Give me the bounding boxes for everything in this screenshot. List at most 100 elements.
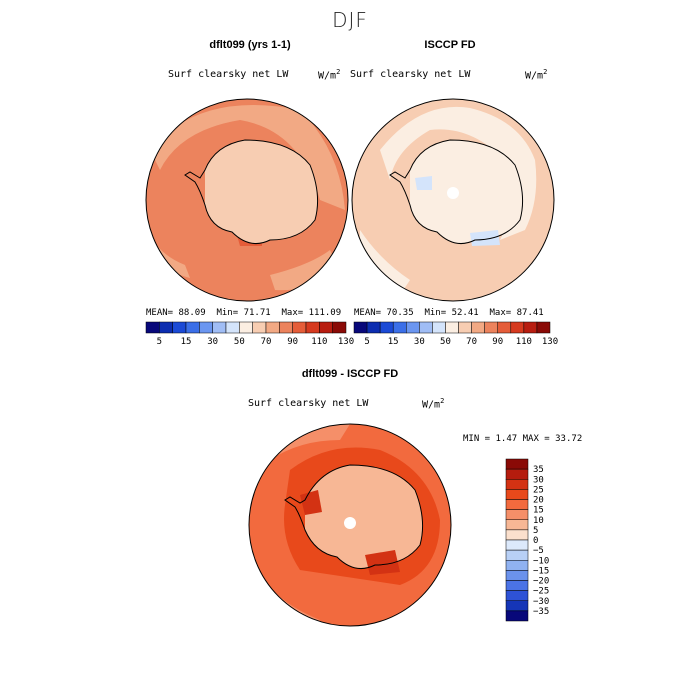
panel1-title: dflt099 (yrs 1-1) — [209, 39, 291, 51]
colorbar1-swatch — [212, 321, 227, 334]
colorbar3-swatch — [505, 590, 529, 601]
colorbar3-tick-label: 10 — [533, 516, 544, 526]
map1-coastline — [184, 139, 319, 245]
colorbar2-swatch — [379, 321, 394, 334]
map3-antarctica-fill — [305, 465, 423, 569]
colorbar1-swatch — [332, 321, 347, 334]
colorbar3-swatch — [505, 600, 529, 612]
panel1-min: 71.71 — [243, 308, 271, 318]
colorbar3-swatch — [505, 499, 529, 510]
colorbar2-swatch — [406, 321, 420, 334]
colorbar2-swatch — [497, 321, 512, 334]
colorbar1-swatch — [172, 321, 187, 334]
map3-coastline — [284, 464, 424, 570]
colorbar2-swatch — [523, 321, 538, 334]
panel3-stats: MIN = 1.47 MAX = 33.72 — [463, 434, 583, 444]
panel2-mean: 70.35 — [386, 308, 414, 318]
colorbar1-swatch — [199, 321, 213, 334]
colorbar2-swatch — [445, 321, 459, 334]
colorbar3-swatch — [505, 610, 529, 622]
map2-patch — [360, 230, 410, 295]
colorbar3-tick-label: 0 — [533, 536, 538, 546]
colorbar2-swatch — [392, 321, 407, 334]
panel1-stats: MEAN= 88.09 Min= 71.71 Max= 111.09 — [146, 308, 342, 318]
colorbar3-tick-label: −25 — [533, 587, 549, 597]
colorbar3-swatch — [505, 539, 529, 551]
colorbar2-tick-label: 50 — [440, 337, 451, 347]
colorbar1-tick-label: 90 — [287, 337, 298, 347]
colorbar2-tick-label: 15 — [388, 337, 399, 347]
colorbar1-tick-label: 130 — [338, 337, 354, 347]
panel1-variable-label: Surf clearsky net LW — [168, 69, 289, 80]
colorbar1-tick-label: 50 — [234, 337, 245, 347]
panel3-variable-label: Surf clearsky net LW — [248, 398, 369, 409]
panel2-stats: MEAN= 70.35 Min= 52.41 Max= 87.41 — [354, 308, 544, 318]
colorbar1-swatch — [265, 321, 280, 334]
panel3-title: dflt099 - ISCCP FD — [301, 368, 399, 380]
map3-border — [248, 423, 452, 627]
map3-hot-patch2 — [365, 550, 400, 575]
colorbar2-swatch — [471, 321, 485, 334]
map2-pole-hole — [447, 187, 459, 199]
colorbar3-tick-label: 30 — [533, 475, 544, 485]
colorbar3-swatch — [505, 479, 529, 490]
colorbar2-tick-label: 130 — [542, 337, 558, 347]
colorbar1-swatch — [305, 321, 320, 334]
panel2-variable-label: Surf clearsky net LW — [350, 69, 471, 80]
map1-antarctica-fill — [205, 140, 318, 244]
colorbar3-swatch — [505, 468, 529, 480]
panel3-min: 1.47 — [495, 434, 518, 444]
colorbar1: 5 15 30 50 70 90 110 130 — [145, 321, 354, 347]
colorbar1-tick-label: 70 — [261, 337, 272, 347]
colorbar2-tick-label: 90 — [492, 337, 503, 347]
colorbar3-swatch — [505, 509, 529, 520]
panel2-max: 87.41 — [516, 308, 544, 318]
colorbar1-swatch — [225, 321, 240, 334]
panel3-max: 33.72 — [555, 434, 583, 444]
colorbar3-tick-label: −30 — [533, 597, 549, 607]
map2-border — [351, 98, 555, 302]
colorbar2-tick-label: 30 — [414, 337, 425, 347]
colorbar3-tick-label: −35 — [533, 607, 549, 617]
panel2-title: ISCCP FD — [424, 39, 476, 51]
colorbar3-swatch — [505, 489, 529, 500]
colorbar3-tick-label: −15 — [533, 566, 549, 576]
map2-coastline — [389, 139, 524, 245]
colorbar2: 5 15 30 50 70 90 110 130 — [353, 321, 558, 347]
map3-hot-patch — [300, 490, 322, 515]
map1-border — [145, 98, 349, 302]
colorbar3-swatch — [505, 560, 529, 571]
colorbar3-swatch — [505, 580, 529, 591]
colorbar1-swatch — [292, 321, 307, 334]
map2-cool-patch — [415, 176, 432, 190]
colorbar3-tick-label: −10 — [533, 556, 549, 566]
colorbar2-tick-label: 5 — [364, 337, 369, 347]
map2-band — [380, 106, 537, 241]
colorbar1-swatch — [239, 321, 253, 334]
map2 — [352, 99, 554, 301]
colorbar3-tick-label: −20 — [533, 577, 549, 587]
colorbar1-tick-label: 15 — [181, 337, 192, 347]
colorbar3-tick-label: −5 — [533, 546, 544, 556]
panel1-mean: 88.09 — [178, 308, 206, 318]
colorbar3-tick-label: 20 — [533, 496, 544, 506]
colorbar2-tick-label: 110 — [516, 337, 532, 347]
map2-antarctica-fill — [410, 140, 523, 244]
main-title: DJF — [332, 8, 368, 32]
map3-pole-hole — [344, 517, 356, 529]
colorbar2-swatch — [419, 321, 433, 334]
colorbar3-swatch — [505, 458, 529, 470]
map2-cool-patch2 — [470, 230, 500, 246]
colorbar3-tick-label: 25 — [533, 485, 544, 495]
colorbar3-tick-label: 35 — [533, 465, 544, 475]
colorbar2-swatch — [366, 321, 381, 334]
colorbar3-swatch — [505, 570, 529, 581]
colorbar3-swatch — [505, 549, 529, 561]
map1-patch — [150, 235, 190, 278]
colorbar1-swatch — [252, 321, 267, 334]
colorbar2-swatch — [432, 321, 446, 334]
colorbar1-tick-label: 5 — [157, 337, 162, 347]
colorbar2-swatch — [353, 321, 368, 334]
panel1-max: 111.09 — [308, 308, 342, 318]
panel2-min: 52.41 — [451, 308, 479, 318]
